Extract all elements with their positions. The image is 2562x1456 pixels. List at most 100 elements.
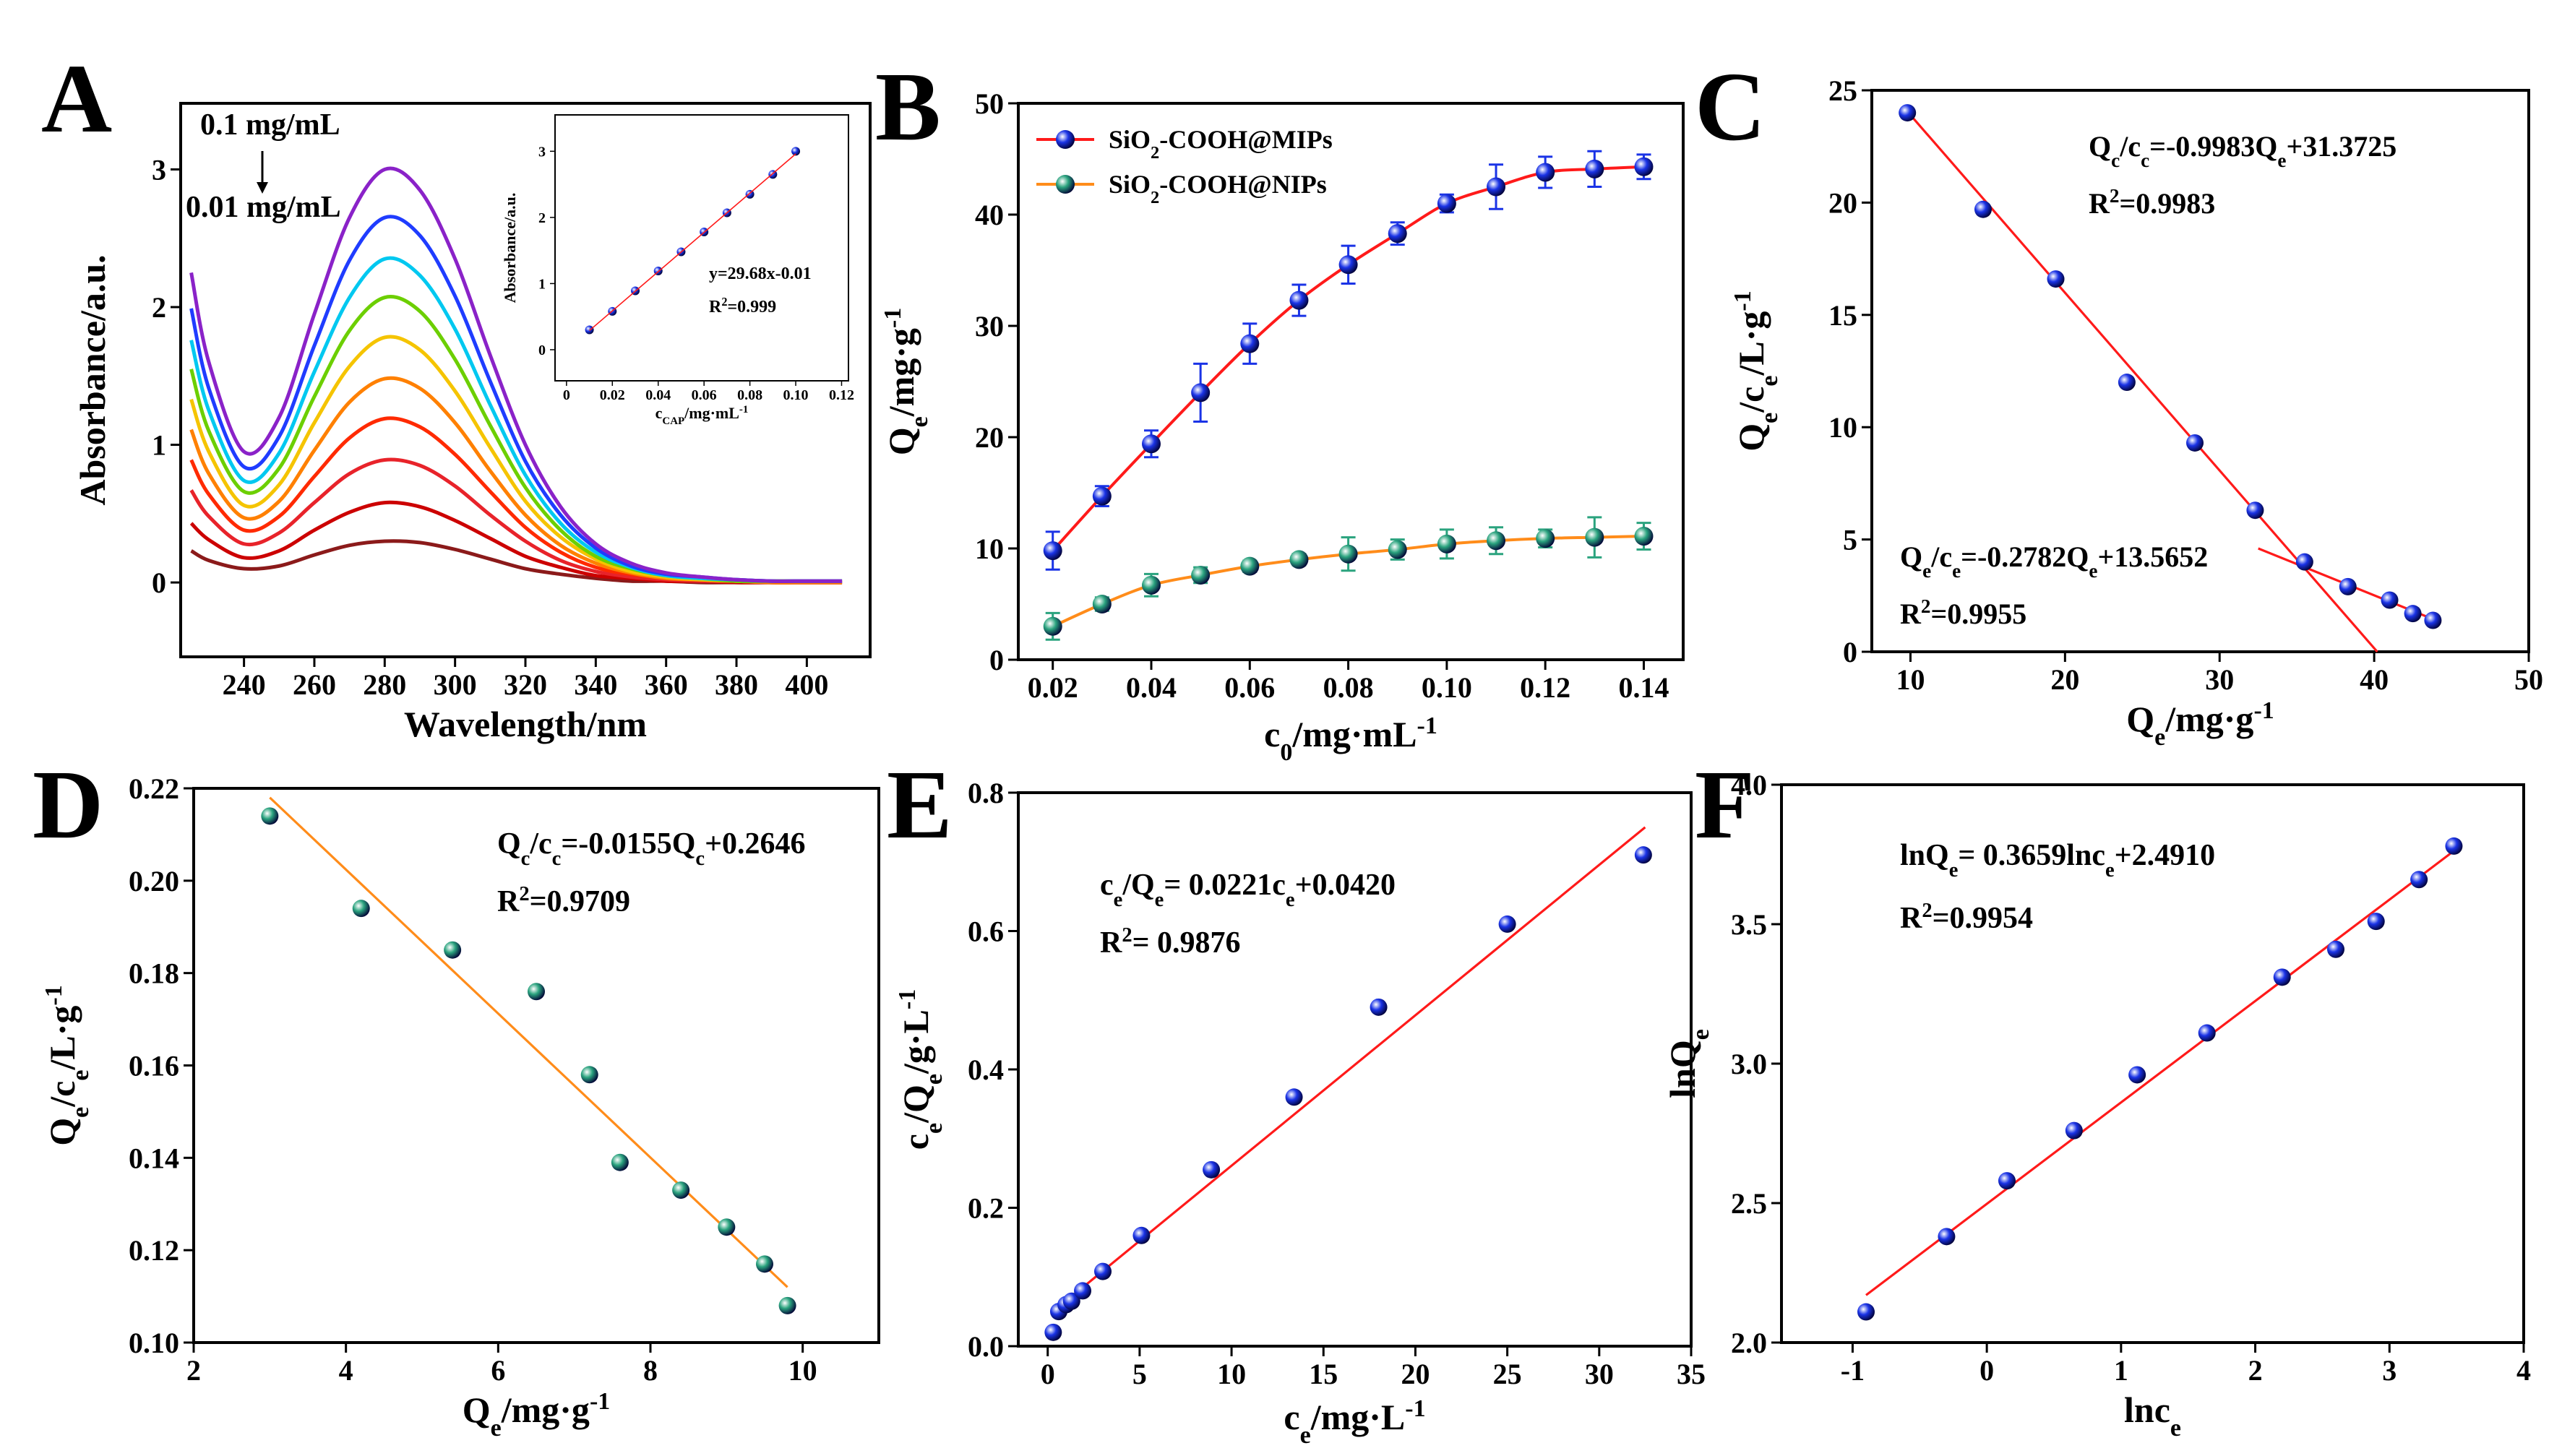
y-axis-title-sub: e: [1756, 413, 1783, 423]
x-tick-label: 400: [785, 668, 828, 701]
y-tick-label: 0.0: [968, 1330, 1004, 1363]
x-tick-label: 0.02: [1028, 671, 1078, 704]
y-axis-title-sub: e: [1756, 376, 1783, 387]
data-point: [1634, 527, 1654, 546]
x-tick-label: 1: [2114, 1354, 2128, 1387]
legend-marker: [1056, 130, 1075, 149]
x-tick-label: 0.08: [1323, 671, 1374, 704]
x-axis-title-part: Q: [463, 1390, 491, 1430]
x-tick-label: 0.10: [783, 387, 809, 403]
y-axis-title-part: /L·g: [1731, 311, 1771, 376]
y-axis-title-part: /c: [1731, 387, 1771, 413]
data-point: [2246, 501, 2264, 520]
y-tick-label: 10: [975, 533, 1004, 565]
annotation-part: =-0.0155Q: [561, 827, 695, 861]
annotation-part: R: [1900, 598, 1922, 630]
x-tick-label: 4: [2516, 1354, 2531, 1387]
annotation-part: =0.999: [728, 298, 777, 316]
annotation: Qc/cc=-0.9983Qe+31.3725: [2089, 130, 2396, 171]
x-axis-title: Qe/mg·g-1: [463, 1388, 611, 1442]
annotation-sub: e: [1286, 889, 1295, 911]
legend-label-part: -COOH@NIPs: [1159, 170, 1327, 199]
x-axis-title-part: /mg·mL: [1291, 714, 1417, 754]
y-tick-label: 20: [1828, 186, 1857, 219]
data-point: [1585, 527, 1604, 547]
y-axis-title-part: /c: [42, 1081, 82, 1108]
annotation: Qc/cc=-0.0155Qc+0.2646: [497, 827, 806, 870]
x-tick-label: 0: [563, 387, 570, 403]
data-point: [1634, 157, 1654, 176]
annotation-part: = 0.0221c: [1164, 869, 1286, 902]
annotation: y=29.68x-0.01: [709, 264, 812, 283]
y-axis-title-sub: e: [906, 416, 933, 427]
x-axis-title-sup: -1: [590, 1388, 610, 1415]
data-point: [1498, 915, 1516, 933]
y-tick-label: 20: [975, 421, 1004, 454]
data-point: [1092, 486, 1112, 506]
data-point: [2186, 434, 2204, 452]
data-point: [1857, 1303, 1875, 1321]
y-axis-title-part: /g·L: [895, 1009, 936, 1074]
legend-label-part: SiO: [1109, 125, 1151, 154]
annotation-part: c: [1100, 869, 1114, 902]
x-tick-label: 0.04: [645, 387, 671, 403]
annotation-part: =0.9709: [530, 885, 630, 918]
annotation-sub: c: [521, 848, 530, 870]
y-tick-label: 0: [989, 644, 1004, 676]
annotation-sub: e: [1922, 560, 1931, 582]
x-axis-title-sub: e: [1300, 1422, 1311, 1449]
y-axis-title-sub: e: [921, 1123, 947, 1134]
data-point: [1487, 177, 1506, 197]
x-tick-label: 360: [645, 668, 688, 701]
legend-marker: [1056, 175, 1075, 194]
x-tick-label: 0.10: [1422, 671, 1472, 704]
y-tick-label: 15: [1828, 299, 1857, 332]
annotation-part: +13.5652: [2097, 540, 2208, 573]
annotation-part: +0.0420: [1295, 869, 1396, 902]
plot-frame: [554, 114, 849, 382]
annotation-part: R: [497, 885, 520, 918]
y-axis-title: Absorbance/a.u.: [501, 193, 519, 303]
legend-label-part: -COOH@MIPs: [1159, 125, 1332, 154]
plot-frame: [1017, 102, 1685, 661]
data-point: [1285, 1088, 1303, 1106]
data-point: [1338, 544, 1358, 564]
y-axis-title: Qe/ce/L·g-1: [1729, 290, 1783, 451]
y-axis-title: Qe/mg·g-1: [880, 308, 933, 456]
legend-label-part: SiO: [1109, 170, 1151, 199]
data-point: [2198, 1024, 2216, 1042]
data-point: [1289, 550, 1309, 569]
x-tick-label: 10: [1896, 663, 1925, 696]
annotation: R2= 0.9876: [1100, 924, 1241, 960]
data-point: [611, 1153, 629, 1171]
x-tick-label: 6: [491, 1354, 505, 1387]
x-axis-title-sup: -1: [739, 404, 748, 415]
annotation-sub: c: [2141, 150, 2149, 171]
data-point: [1938, 1228, 1956, 1246]
data-point: [1536, 529, 1555, 548]
annotation-sup: 2: [1922, 900, 1932, 922]
annotation-part: /Q: [1122, 869, 1154, 902]
data-point: [261, 807, 279, 825]
annotation-part: Q: [497, 827, 521, 861]
data-point: [1191, 565, 1211, 585]
x-axis-title-part: /mg·mL: [684, 404, 739, 422]
y-tick-label: 0.8: [968, 777, 1004, 809]
data-point: [2273, 968, 2291, 986]
fit-line: [1865, 848, 2458, 1296]
data-point: [1203, 1160, 1221, 1179]
data-point: [2445, 837, 2463, 855]
x-axis-title: ce/mg·L-1: [1284, 1395, 1425, 1449]
data-point: [1142, 434, 1161, 454]
x-axis-title-part: /mg·g: [501, 1390, 590, 1430]
y-tick-label: 5: [1843, 524, 1857, 556]
annotation-part: =0.9983: [2119, 187, 2215, 220]
y-tick-label: 0.2: [968, 1192, 1004, 1225]
y-tick-label: 30: [975, 310, 1004, 343]
x-tick-label: 25: [1493, 1358, 1522, 1390]
data-point: [1388, 540, 1407, 559]
y-axis-title-part: /L·g: [42, 1006, 82, 1071]
annotation-part: =0.9955: [1930, 598, 2026, 630]
x-axis-title-part: Q: [2126, 699, 2154, 739]
